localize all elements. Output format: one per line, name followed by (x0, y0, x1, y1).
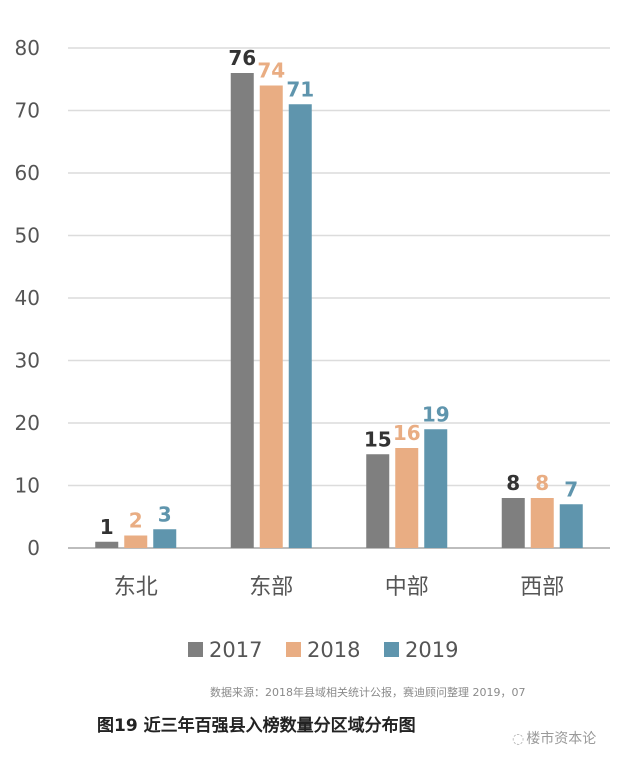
data-label: 19 (422, 402, 450, 426)
legend-label: 2019 (405, 638, 458, 662)
bar-2017 (230, 73, 254, 548)
data-label: 7 (564, 477, 578, 501)
legend-label: 2017 (209, 638, 262, 662)
y-tick-label: 50 (15, 224, 40, 248)
legend-label: 2018 (307, 638, 360, 662)
data-label: 1 (100, 515, 114, 539)
x-tick-label: 中部 (385, 575, 429, 600)
x-tick-label: 西部 (520, 575, 564, 600)
bar-2019 (288, 104, 312, 548)
source-note: 数据来源：2018年县域相关统计公报，赛迪顾问整理 2019，07 (210, 686, 526, 699)
x-tick-label: 东部 (249, 575, 293, 600)
y-tick-label: 60 (15, 161, 40, 185)
bar-2018 (530, 498, 554, 548)
data-label: 8 (506, 471, 520, 495)
y-tick-label: 40 (15, 286, 40, 310)
y-tick-label: 70 (15, 99, 40, 123)
legend-swatch (286, 642, 301, 657)
data-label: 8 (535, 471, 549, 495)
bar-2019 (153, 529, 177, 548)
data-label: 15 (364, 427, 392, 451)
bar-2018 (395, 448, 419, 548)
legend-swatch (384, 642, 399, 657)
figure-caption: 图19 近三年百强县入榜数量分区域分布图 (97, 716, 416, 736)
legend-swatch (188, 642, 203, 657)
watermark: ◌ 楼市资本论 (512, 728, 596, 748)
wechat-icon: ◌ (512, 731, 525, 747)
bar-2018 (259, 85, 283, 548)
data-label: 16 (393, 421, 421, 445)
watermark-text: 楼市资本论 (526, 731, 597, 747)
bar-2017 (366, 454, 390, 548)
y-tick-label: 10 (15, 474, 40, 498)
y-tick-label: 80 (15, 36, 40, 60)
bar-2017 (95, 541, 119, 548)
data-label: 3 (158, 502, 172, 526)
bar-2018 (124, 535, 148, 548)
y-tick-label: 30 (15, 349, 40, 373)
data-label: 74 (257, 59, 285, 83)
data-label: 71 (286, 77, 314, 101)
y-tick-label: 20 (15, 411, 40, 435)
y-tick-label: 0 (27, 536, 40, 560)
data-label: 76 (228, 46, 256, 70)
x-tick-label: 东北 (114, 575, 158, 600)
bar-2019 (424, 429, 448, 548)
bar-2019 (559, 504, 583, 548)
data-label: 2 (129, 509, 143, 533)
bar-2017 (501, 498, 525, 548)
